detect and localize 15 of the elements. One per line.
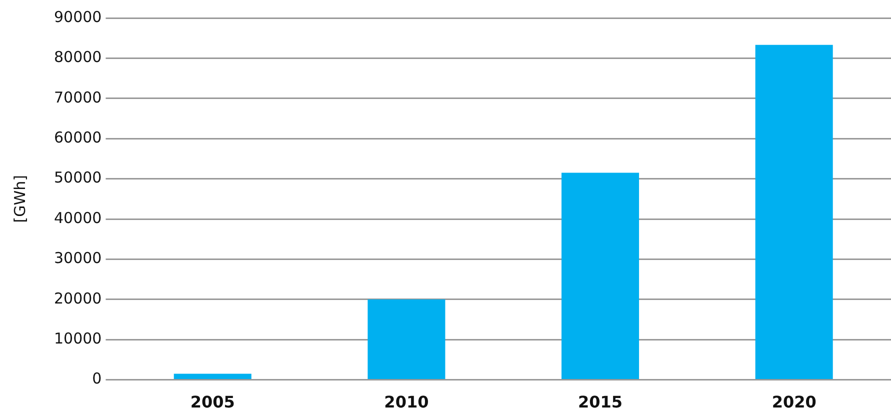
x-tick-label: 2010: [384, 392, 429, 412]
y-tick-label: 70000: [54, 88, 102, 106]
y-tick-label: 80000: [54, 48, 102, 66]
y-tick-label: 40000: [54, 208, 102, 227]
y-tick-label: 50000: [54, 168, 102, 187]
y-tick-label: 0: [92, 370, 102, 388]
y-tick-label: 60000: [54, 128, 102, 146]
x-tick-label: 2005: [190, 392, 235, 412]
x-tick-label: 2020: [772, 392, 816, 412]
y-axis-title: [GWh]: [10, 175, 29, 223]
x-tick-label: 2015: [578, 392, 623, 412]
y-tick-label: 30000: [54, 249, 102, 268]
y-tick-label: 10000: [54, 329, 102, 348]
y-tick-label: 20000: [54, 289, 102, 308]
y-tick-label: 90000: [54, 8, 102, 26]
